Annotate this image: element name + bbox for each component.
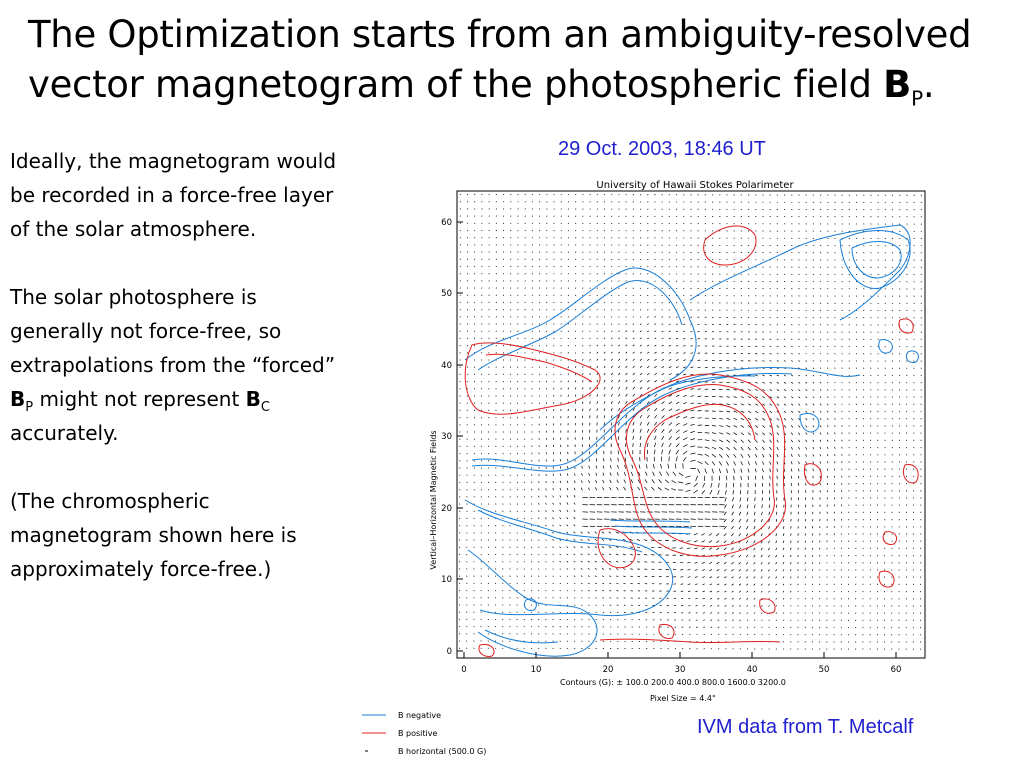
- neg-contour-small-3: [905, 350, 919, 363]
- neg-contour-sw: [467, 549, 598, 657]
- y-tick-label: 10: [441, 575, 452, 585]
- neg-contour-ridge: [471, 367, 861, 467]
- figure-legend: B negative B positive B horizontal (500.…: [362, 711, 486, 756]
- pos-contour-small-6: [882, 531, 898, 545]
- pos-contour-small-3: [878, 570, 895, 588]
- y-tick-label: 50: [441, 289, 452, 299]
- legend-label-negative: B negative: [398, 711, 441, 720]
- data-credit: IVM data from T. Metcalf: [697, 716, 914, 738]
- neg-contour-west-2: [477, 280, 683, 371]
- pos-contour-main-2: [626, 384, 775, 548]
- x-tick-label: 10: [531, 665, 542, 675]
- negative-contours: [464, 224, 919, 657]
- pos-contour-main: [614, 373, 787, 557]
- contours-levels: Contours (G): ± 100.0 200.0 400.0 800.0 …: [560, 678, 786, 687]
- paragraph-chromosphere: (The chromospheric magnetogram shown her…: [10, 489, 297, 581]
- para2-symbol-bp: B: [10, 387, 26, 411]
- horizontal-field-vectors: [458, 193, 923, 650]
- pos-contour-small-4: [898, 318, 914, 334]
- neg-contour-south-2: [477, 509, 643, 553]
- neg-contour-ridge-2: [471, 373, 793, 472]
- pos-contour-small-8: [478, 643, 495, 657]
- title-text: The Optimization starts from an ambiguit…: [28, 13, 972, 106]
- positive-contours: [464, 225, 919, 657]
- pos-contour-small-7: [658, 623, 675, 639]
- pos-contour-south: [597, 528, 636, 569]
- paragraph-ideal: Ideally, the magnetogram would be record…: [10, 149, 337, 241]
- x-tick-label: 50: [819, 665, 830, 675]
- legend-label-positive: B positive: [398, 729, 437, 738]
- paragraph-photosphere: The solar photosphere is generally not f…: [10, 280, 350, 450]
- neg-contour-north: [689, 224, 911, 321]
- neg-contour-south: [464, 499, 674, 617]
- neg-contour-northeast-2: [851, 241, 902, 279]
- slide-title: The Optimization starts from an ambiguit…: [28, 10, 1008, 110]
- y-tick-label: 30: [441, 432, 452, 442]
- x-tick-label: 40: [747, 665, 758, 675]
- y-tick-label: 60: [441, 218, 452, 228]
- body-text: Ideally, the magnetogram would be record…: [10, 144, 350, 620]
- neg-contour-west: [464, 267, 697, 381]
- magnetogram-svg: University of Hawaii Stokes Polarimeter …: [362, 180, 926, 756]
- neg-contour-small-1: [799, 413, 820, 433]
- neg-contour-filament: [609, 519, 693, 535]
- y-tick-label: 20: [441, 504, 452, 514]
- neg-contour-sw-2: [484, 629, 559, 644]
- pos-contour-west-2: [485, 353, 593, 383]
- title-field-subscript: P: [911, 86, 923, 111]
- axis-ticks: [457, 221, 897, 658]
- pos-contour-small-1: [803, 463, 822, 486]
- pos-contour-west: [464, 342, 601, 415]
- neg-contour-small-4: [523, 598, 537, 611]
- figure-ylabel: Vertical–Horizontal Magnetic Fields: [429, 430, 438, 569]
- date-caption: 29 Oct. 2003, 18:46 UT: [558, 138, 766, 160]
- magnetogram-figure: University of Hawaii Stokes Polarimeter …: [360, 170, 930, 768]
- title-period: .: [922, 63, 935, 106]
- pos-contour-small-5: [759, 598, 776, 614]
- x-tick-label: 30: [675, 665, 686, 675]
- pixel-size: Pixel Size = 4.4": [650, 694, 716, 703]
- para2-sub-c: C: [260, 400, 270, 415]
- neg-contour-northeast: [839, 230, 911, 289]
- y-tick-label: 40: [441, 361, 452, 371]
- title-field-symbol: B: [883, 63, 912, 106]
- y-tick-label: 0: [447, 647, 452, 657]
- pos-contour-small-2: [902, 463, 919, 484]
- figure-title: University of Hawaii Stokes Polarimeter: [596, 180, 794, 191]
- para2-text-b: might not represent: [33, 387, 246, 411]
- vector-field-marks: [458, 193, 923, 650]
- para2-text-c: accurately.: [10, 421, 119, 445]
- para2-text-a: The solar photosphere is generally not f…: [10, 285, 336, 377]
- pos-contour-main-3: [643, 403, 756, 461]
- legend-label-horizontal: B horizontal (500.0 G): [398, 747, 486, 756]
- x-tick-label: 60: [891, 665, 902, 675]
- x-tick-label: 0: [461, 665, 466, 675]
- pos-contour-north: [703, 225, 757, 266]
- para2-symbol-bc: B: [245, 387, 261, 411]
- x-tick-label: 20: [603, 665, 614, 675]
- pos-contour-bottom: [599, 638, 781, 644]
- plot-frame: [456, 190, 926, 659]
- x-tick-labels: 0 10 20 30 40 50 60: [461, 665, 901, 675]
- neg-contour-small-2: [878, 339, 893, 354]
- y-tick-labels: 0 10 20 30 40 50 60: [441, 218, 452, 657]
- para2-sub-p: P: [25, 400, 34, 415]
